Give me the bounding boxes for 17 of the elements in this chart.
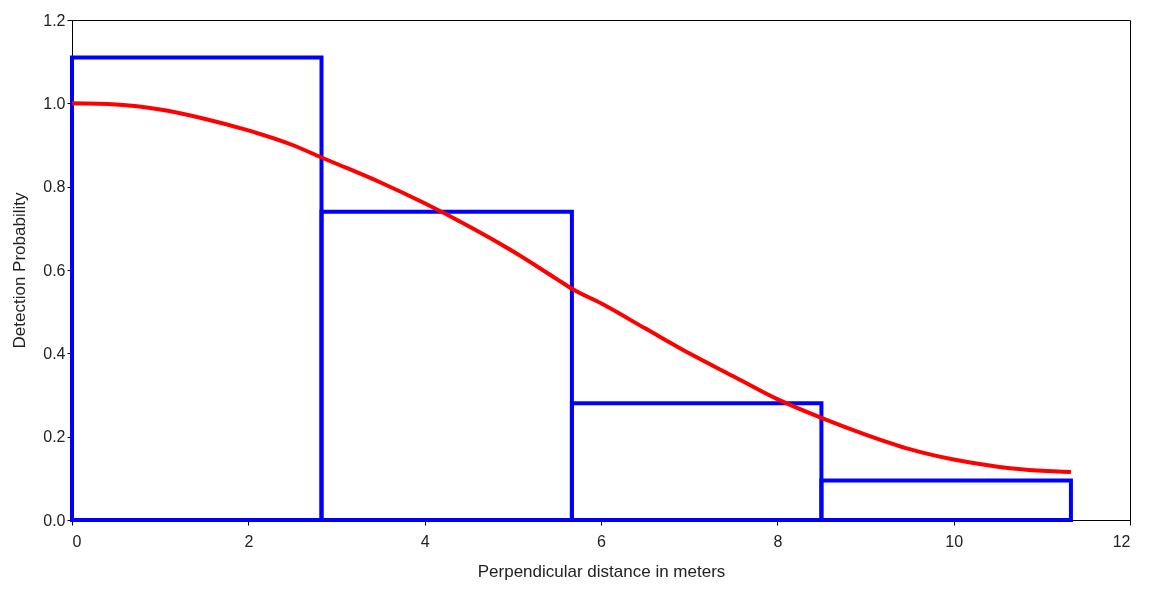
y-tick-label: 0.8 <box>43 178 66 196</box>
x-tick-label: 2 <box>244 532 254 550</box>
y-tick-label: 0.6 <box>43 261 66 279</box>
x-tick-label: 4 <box>420 532 430 550</box>
x-tick-label: 8 <box>773 532 783 550</box>
y-tick-label: 1.2 <box>43 11 66 29</box>
x-axis-title: Perpendicular distance in meters <box>477 561 726 581</box>
y-tick-label: 1.0 <box>43 94 66 112</box>
line-series <box>70 101 1073 475</box>
y-tick-label: 0.4 <box>43 344 66 362</box>
x-tick-label: 6 <box>597 532 607 550</box>
y-tick-label: 0.0 <box>43 511 66 529</box>
y-axis-title: Detection Probability <box>10 192 30 349</box>
x-tick-label: 10 <box>945 532 964 550</box>
x-tick-label: 12 <box>1112 532 1131 550</box>
y-tick-label: 0.2 <box>43 428 66 446</box>
x-tick-label: 0 <box>72 532 82 550</box>
